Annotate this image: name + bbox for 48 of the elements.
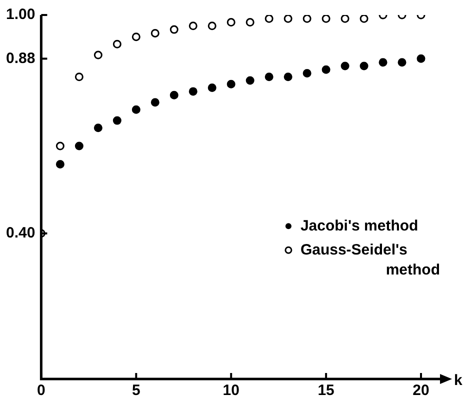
point xyxy=(74,142,84,150)
point xyxy=(56,160,64,168)
point xyxy=(208,22,216,30)
y-tick-label: 0.40 xyxy=(6,224,36,242)
point xyxy=(284,15,292,23)
x-tick-label: 5 xyxy=(132,382,140,400)
x-tick-label: 0 xyxy=(37,382,46,400)
x-tick-label: 10 xyxy=(222,382,240,400)
point xyxy=(150,28,160,38)
point xyxy=(188,22,198,30)
point xyxy=(94,50,102,60)
point xyxy=(284,72,292,82)
legend-label: Jacobi's method xyxy=(300,217,418,234)
point xyxy=(340,62,350,70)
point xyxy=(322,65,330,74)
x-tick-label: 15 xyxy=(318,382,334,400)
point xyxy=(112,116,122,125)
point xyxy=(416,54,426,63)
point xyxy=(264,15,274,23)
point xyxy=(188,87,198,96)
y-tick-label: 0.88 xyxy=(6,50,36,67)
point xyxy=(74,72,84,82)
point xyxy=(378,58,388,67)
y-tick-label: 1.00 xyxy=(6,6,36,24)
point xyxy=(226,80,236,88)
point xyxy=(132,32,140,42)
point xyxy=(150,98,160,107)
x-tick-label: 20 xyxy=(412,382,430,400)
point xyxy=(302,15,312,23)
legend-label: Gauss-Seidel's method xyxy=(300,241,440,278)
point xyxy=(246,76,254,85)
point xyxy=(360,15,368,23)
point xyxy=(208,84,216,92)
point xyxy=(340,15,350,23)
point xyxy=(226,18,236,27)
x-axis-title: k xyxy=(454,372,463,390)
point xyxy=(360,62,368,70)
point xyxy=(132,105,140,114)
point xyxy=(170,90,178,100)
point xyxy=(246,18,254,27)
point xyxy=(56,142,64,150)
point xyxy=(322,15,330,23)
point xyxy=(302,68,312,78)
point xyxy=(112,40,122,48)
point xyxy=(170,25,178,34)
point xyxy=(264,72,274,82)
point xyxy=(94,124,102,132)
point xyxy=(398,58,406,67)
